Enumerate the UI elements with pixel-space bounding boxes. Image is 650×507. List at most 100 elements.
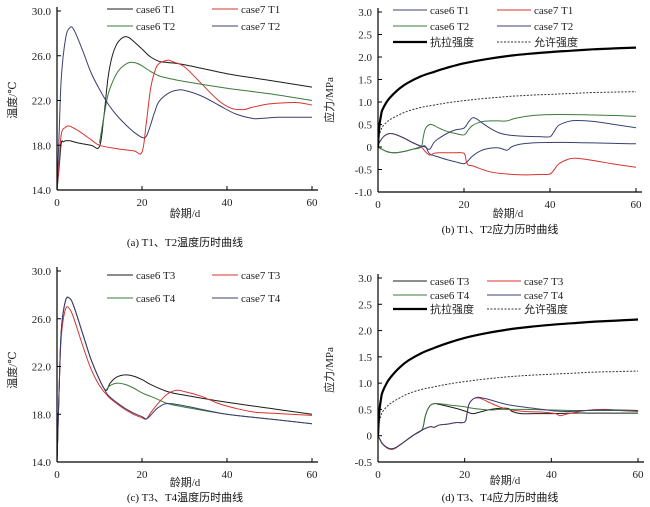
series-line-b-case6-t2 (378, 113, 637, 154)
x-tick-label-b: 0 (375, 199, 381, 211)
x-tick-label-b: 40 (545, 199, 557, 211)
x-tick-label-a: 60 (307, 197, 319, 209)
y-tick-label-b: -0.5 (355, 165, 373, 177)
x-axis-title-c: 龄期/d (170, 475, 201, 489)
series-line-c-case6-t4 (105, 382, 313, 425)
legend-label-c: case6 T3 (136, 270, 176, 282)
x-axis-title-a: 龄期/d (170, 206, 201, 220)
y-axis-title-c: 温度/℃ (5, 351, 19, 388)
y-tick-label-d: 1.5 (358, 352, 372, 364)
y-tick-label-a: 14.0 (32, 185, 52, 197)
series-group-b (378, 46, 637, 176)
legend-label-d: 允许强度 (524, 302, 568, 316)
x-tick-label-b: 60 (631, 199, 643, 211)
x-tick-label-b: 20 (459, 199, 471, 211)
series-group-c (57, 296, 313, 462)
legend-label-a: case6 T1 (136, 4, 175, 16)
x-tick-label-d: 0 (375, 469, 381, 481)
y-tick-label-a: 30.0 (32, 6, 52, 18)
legend-label-d: case6 T4 (430, 290, 470, 302)
series-line-c-case7-t3 (57, 306, 313, 462)
chart-panel-d: (d) T3、T4应力历时曲线 龄期/d 应力/MPa -0.500.51.01… (322, 273, 644, 504)
x-tick-label-c: 0 (54, 469, 60, 481)
legend-label-b: 允许强度 (534, 35, 578, 49)
series-line-b-抗拉强度 (378, 46, 637, 148)
y-axis-title-a: 温度/℃ (5, 81, 19, 118)
x-tick-label-d: 60 (633, 469, 645, 481)
series-line-b-case7-t1 (378, 132, 637, 176)
legend-label-a: case6 T2 (136, 21, 175, 33)
y-axis-title-b: 应力/MPa (322, 77, 336, 123)
y-tick-label-b: 2.0 (358, 52, 372, 64)
caption-d: (d) T3、T4应力历时曲线 (442, 490, 559, 504)
x-tick-label-a: 40 (222, 197, 234, 209)
y-tick-label-d: -0.5 (355, 457, 373, 469)
legend-label-d: case6 T3 (430, 276, 470, 288)
legend-label-c: case7 T4 (241, 293, 281, 305)
legend-label-b: case6 T1 (430, 5, 469, 17)
y-tick-label-d: 0.5 (358, 404, 372, 416)
y-tick-label-a: 18.0 (32, 140, 52, 152)
y-tick-label-b: 2.5 (358, 30, 372, 42)
legend-label-c: case6 T4 (136, 293, 176, 305)
legend-label-d: case7 T3 (524, 276, 564, 288)
chart-panel-c: (c) T3、T4温度历时曲线 龄期/d 温度/℃ 14.0 18.0 22.0 26… (5, 266, 318, 504)
y-tick-label-d: 0 (367, 431, 373, 443)
y-tick-label-c: 18.0 (32, 409, 52, 421)
legend-label-a: case7 T2 (241, 21, 280, 33)
legend-label-b: case6 T2 (430, 21, 469, 33)
series-line-a-case7-t2 (57, 26, 312, 190)
series-line-c-case6-t3 (57, 296, 313, 462)
series-line-c-case7-t4 (57, 296, 313, 462)
y-tick-label-d: 3.0 (358, 273, 372, 285)
x-tick-label-a: 20 (137, 197, 149, 209)
series-line-a-case7-t1 (57, 59, 313, 190)
y-tick-label-c: 30.0 (32, 266, 52, 278)
series-line-b-case7-t2 (378, 117, 637, 150)
y-tick-label-b: 3.0 (358, 7, 372, 19)
x-axis-title-b: 龄期/d (493, 206, 524, 220)
legend-label-c: case7 T3 (241, 270, 281, 282)
series-line-b-case6-t1 (378, 141, 637, 165)
legend-label-a: case7 T1 (241, 4, 280, 16)
y-tick-label-b: 0.5 (358, 120, 372, 132)
caption-a: (a) T1、T2温度历时曲线 (127, 235, 243, 249)
y-tick-label-b: -1.0 (355, 187, 373, 199)
y-tick-label-d: 2.0 (358, 326, 372, 338)
y-axis-title-d: 应力/MPa (322, 347, 336, 393)
y-tick-label-b: 0 (367, 142, 373, 154)
x-tick-label-c: 20 (137, 469, 149, 481)
series-group-d (378, 318, 639, 450)
chart-panel-a: (a) T1、T2温度历时曲线 龄期/d 温度/℃ 14.0 18.0 22.0 26… (5, 4, 318, 249)
series-line-d-允许强度 (378, 370, 639, 436)
y-tick-label-b: 1.0 (358, 97, 372, 109)
series-group-a (57, 26, 313, 190)
legend-label-d: 抗拉强度 (430, 302, 474, 316)
x-tick-label-c: 40 (222, 469, 234, 481)
x-tick-label-d: 40 (546, 469, 558, 481)
legend-label-d: case7 T4 (524, 290, 564, 302)
y-tick-label-b: 1.5 (358, 75, 372, 87)
series-line-d-case7-t4 (378, 396, 639, 450)
series-line-d-case7-t3 (378, 397, 639, 450)
y-tick-label-d: 2.5 (358, 299, 372, 311)
series-line-a-case6-t2 (99, 61, 313, 144)
series-line-d-抗拉强度 (378, 318, 639, 436)
x-tick-label-c: 60 (307, 469, 319, 481)
y-tick-label-a: 22.0 (32, 96, 52, 108)
series-line-b-允许强度 (378, 91, 637, 148)
y-tick-label-c: 14.0 (32, 457, 52, 469)
y-tick-label-a: 26.0 (32, 51, 52, 63)
y-tick-label-c: 22.0 (32, 362, 52, 374)
x-tick-label-d: 20 (459, 469, 471, 481)
caption-c: (c) T3、T4温度历时曲线 (127, 490, 243, 504)
caption-b: (b) T1、T2应力历时曲线 (442, 222, 559, 236)
series-line-a-case6-t1 (57, 36, 313, 190)
y-tick-label-d: 1.0 (358, 378, 372, 390)
x-tick-label-a: 0 (54, 197, 60, 209)
chart-panel-b: (b) T1、T2应力历时曲线 龄期/d 应力/MPa -1.0 -0.5 0 0.5… (322, 5, 642, 236)
x-axis-title-d: 龄期/d (490, 473, 521, 487)
y-tick-label-c: 26.0 (32, 314, 52, 326)
legend-label-b: 抗拉强度 (430, 35, 474, 49)
